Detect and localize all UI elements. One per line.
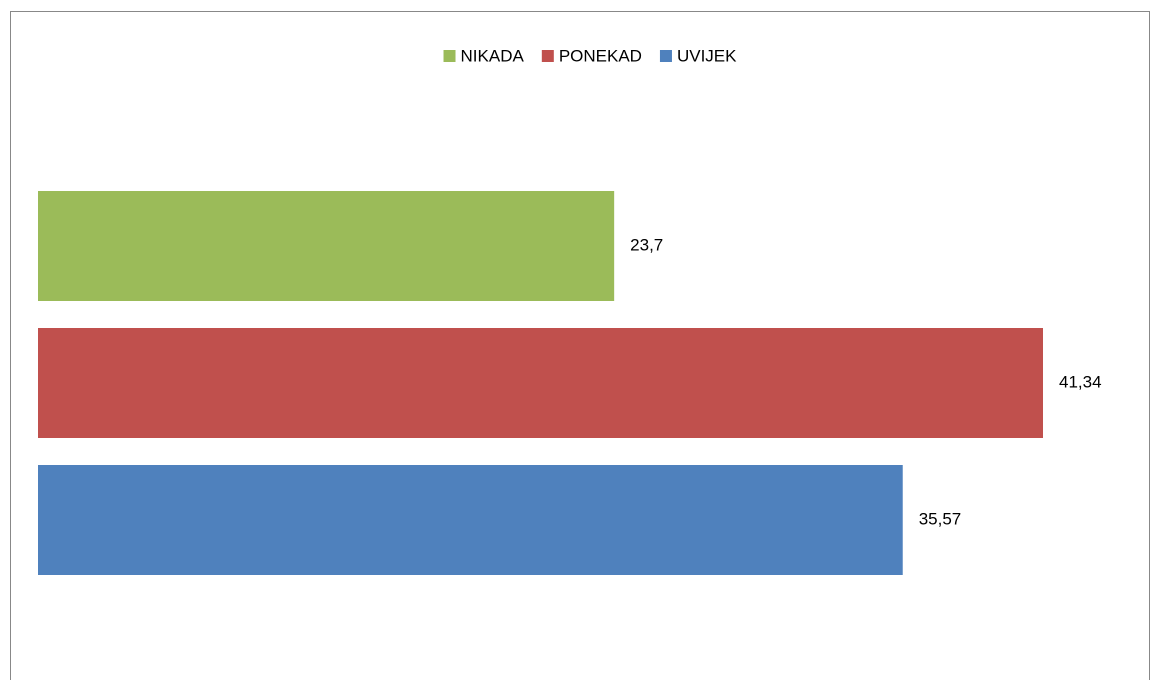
legend-swatch [443, 50, 456, 62]
chart-border [10, 11, 1150, 680]
legend-swatch [659, 50, 672, 62]
legend-label: PONEKAD [559, 46, 642, 65]
bar [38, 465, 903, 575]
legend-swatch [541, 50, 554, 62]
data-label: 41,34 [1059, 372, 1102, 391]
legend-label: NIKADA [461, 46, 525, 65]
bar [38, 328, 1043, 438]
data-label: 23,7 [630, 235, 663, 254]
bar [38, 191, 615, 301]
legend-label: UVIJEK [677, 46, 737, 65]
data-label: 35,57 [919, 509, 962, 528]
